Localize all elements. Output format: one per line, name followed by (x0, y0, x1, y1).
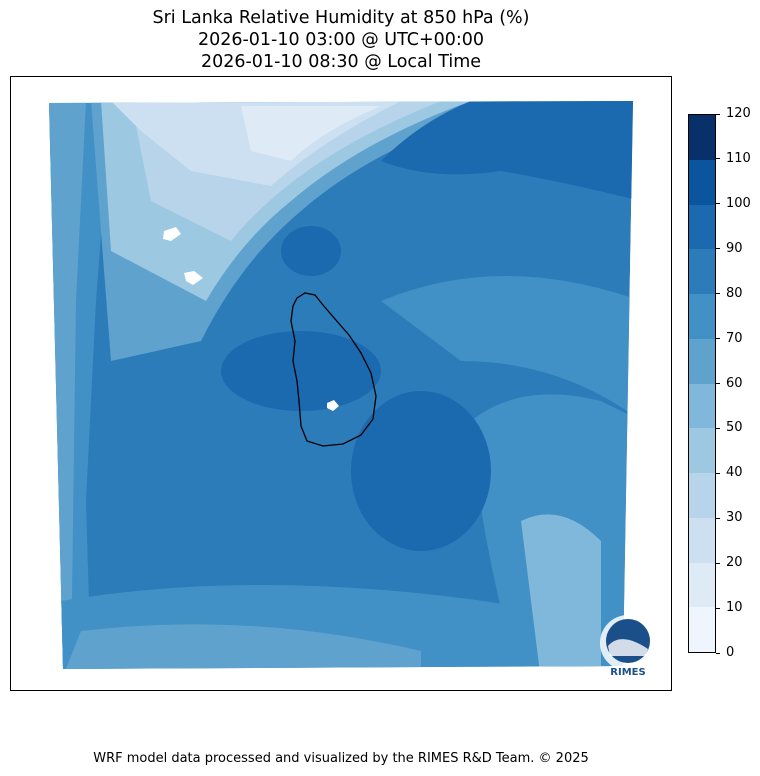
field-moist-core-center (221, 331, 381, 411)
rimes-logo: RIMES (600, 615, 656, 678)
field-moist-core-south (351, 391, 491, 551)
field-dry-spot-3 (327, 400, 339, 411)
colorbar-bin (689, 383, 715, 429)
colorbar-tick-label: 10 (716, 600, 743, 616)
colorbar-tick-label: 80 (716, 286, 743, 302)
colorbar-tick-label: 100 (716, 196, 751, 212)
colorbar-tick-label: 30 (716, 510, 743, 526)
chart-title: Sri Lanka Relative Humidity at 850 hPa (… (152, 8, 530, 28)
colorbar-bin (689, 607, 715, 652)
colorbar-tick-label: 70 (716, 331, 743, 347)
field-nw-dry-5 (241, 106, 381, 161)
chart-subtitle-utc: 2026-01-10 03:00 @ UTC+00:00 (197, 30, 485, 50)
colorbar-bin (689, 204, 715, 250)
colorbar-tick-label: 110 (716, 151, 751, 167)
field-ne-moist (381, 101, 633, 201)
colorbar-tick-label: 60 (716, 376, 743, 392)
colorbar-bin (689, 115, 715, 160)
colorbar-tick-label: 0 (716, 645, 734, 661)
colorbar-bin (689, 249, 715, 294)
colorbar-bin (689, 159, 715, 205)
chart-subtitle-local: 2026-01-10 08:30 @ Local Time (200, 52, 482, 72)
colorbar-tick-label: 20 (716, 555, 743, 571)
colorbar-tick-label: 90 (716, 241, 743, 257)
colorbar-bin (689, 338, 715, 384)
map-frame: RIMES (10, 76, 672, 691)
colorbar-bin (689, 517, 715, 563)
field-dry-spot-2 (184, 271, 203, 285)
colorbar (688, 114, 716, 653)
humidity-map: RIMES (49, 101, 656, 678)
colorbar-tick-label: 120 (716, 106, 751, 122)
colorbar-tick-label: 40 (716, 465, 743, 481)
field-moist-core-north (281, 226, 341, 276)
colorbar-bin (689, 294, 715, 339)
field-sw-light (61, 624, 421, 669)
colorbar-bin (689, 562, 715, 608)
colorbar-tick-label: 50 (716, 420, 743, 436)
footer-credit: WRF model data processed and visualized … (93, 751, 589, 766)
field-ne-band (381, 276, 633, 421)
colorbar-bin (689, 428, 715, 473)
sri-lanka-coastline (290, 292, 377, 447)
field-se-light (521, 514, 601, 669)
svg-text:RIMES: RIMES (610, 667, 645, 678)
field-dry-spot-1 (163, 227, 181, 241)
colorbar-bin (689, 473, 715, 518)
